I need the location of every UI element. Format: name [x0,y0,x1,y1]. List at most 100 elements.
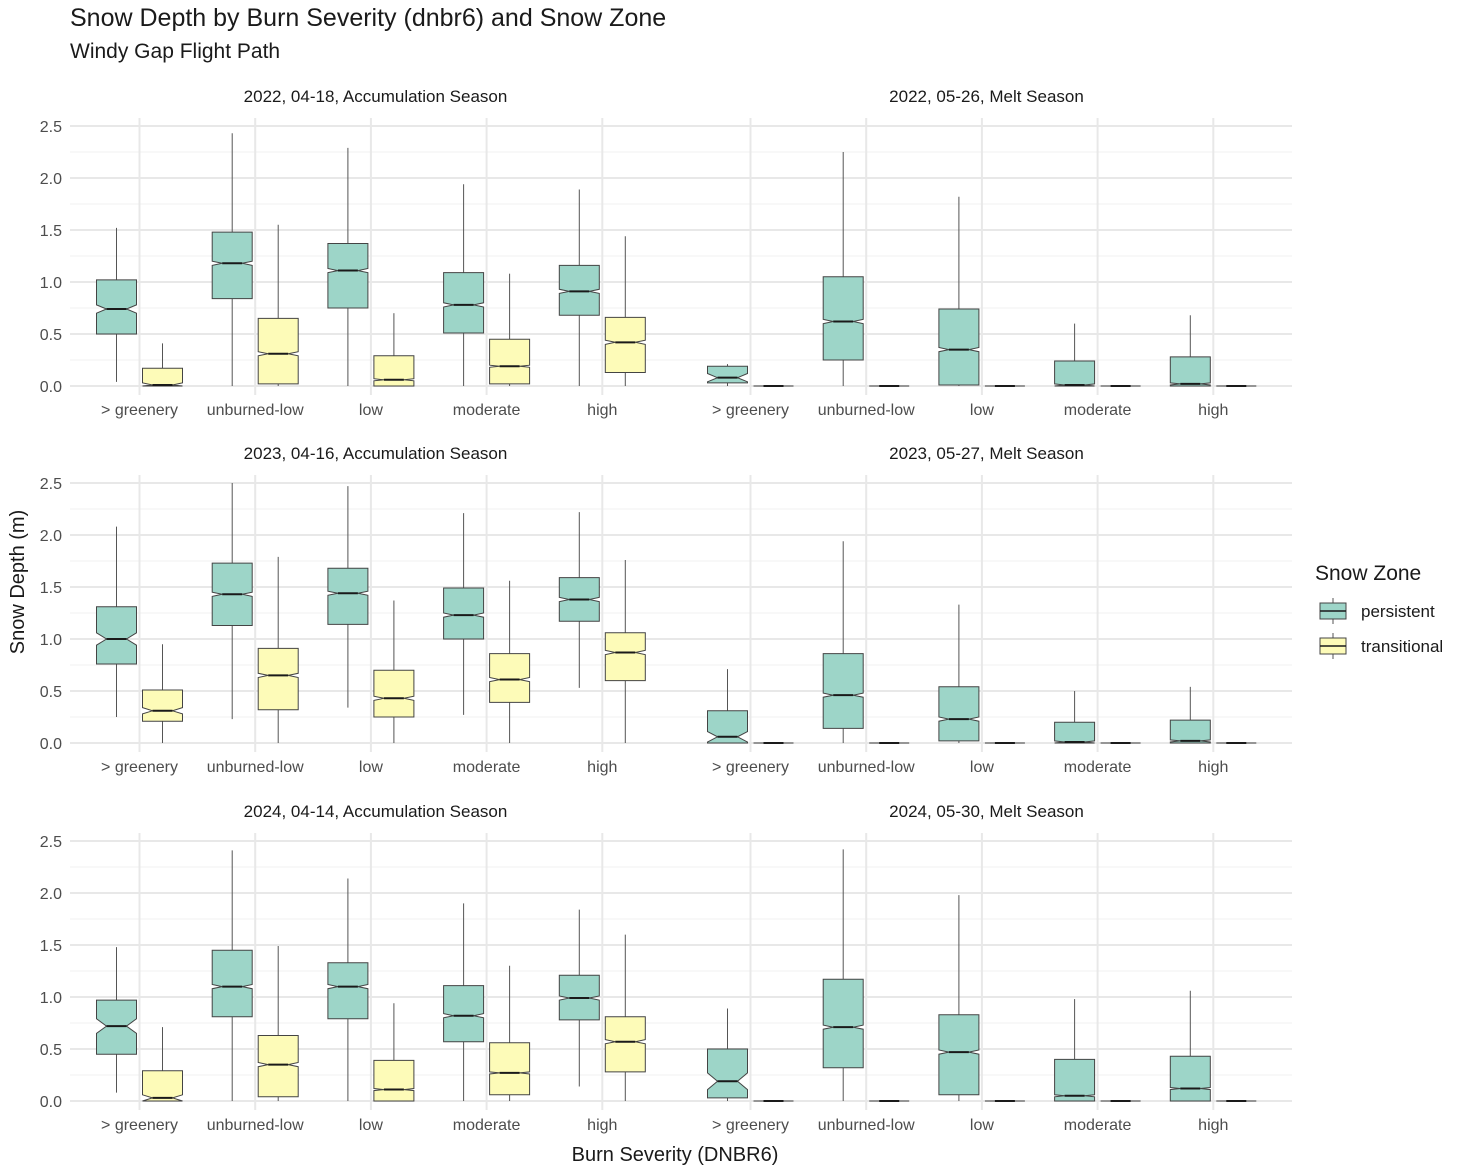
x-tick-label: moderate [453,402,521,419]
facet-label: 2024, 05-30, Melt Season [889,802,1084,821]
persistent-box [822,978,864,1069]
y-tick-label: 2.0 [40,886,62,903]
persistent-box [822,276,864,361]
facet-label: 2023, 05-27, Melt Season [889,444,1084,463]
facet-panel: 2024, 05-30, Melt Season > greenery unburn… [681,802,1292,1134]
transitional-box [604,1016,646,1073]
transitional-box [604,316,646,373]
persistent-box [938,308,980,386]
x-tick-label: high [1198,1117,1228,1134]
transitional-box [142,689,183,722]
y-tick-label: 1.5 [40,223,62,240]
x-tick-label: moderate [453,759,521,776]
legend: Snow Zone persistent transitional [1315,562,1443,659]
persistent-box [1054,1058,1096,1102]
x-tick-label: high [1198,759,1228,776]
x-tick-label: moderate [1064,402,1132,419]
x-tick-label: low [359,759,383,776]
persistent-box [211,949,253,1018]
x-tick-label: high [587,759,617,776]
x-tick-label: > greenery [712,1117,789,1134]
transitional-box [489,338,531,385]
persistent-box [1054,721,1096,744]
legend-label: persistent [1361,602,1435,621]
persistent-box [707,1048,748,1099]
y-tick-label: 2.0 [40,171,62,188]
x-tick-label: high [587,402,617,419]
y-tick-label: 2.0 [40,528,62,545]
legend-label: transitional [1361,637,1443,656]
facet-panel: 2024, 04-14, Accumulation Season 0.0 0.5 1.… [40,802,681,1134]
persistent-box [443,985,485,1043]
persistent-box [1169,1055,1211,1102]
transitional-box [489,1042,531,1096]
transitional-box [142,1070,183,1102]
y-tick-label: 1.5 [40,580,62,597]
transitional-box [373,669,415,718]
persistent-box [558,264,600,316]
x-tick-label: > greenery [101,759,178,776]
persistent-box [96,279,137,335]
facet-label: 2022, 04-18, Accumulation Season [244,87,508,106]
transitional-box [489,653,531,703]
transitional-box [257,1035,299,1098]
x-tick-label: unburned-low [207,1117,304,1134]
y-tick-label: 2.5 [40,119,62,136]
transitional-box [142,367,183,387]
y-tick-label: 2.5 [40,834,62,851]
y-tick-label: 1.5 [40,938,62,955]
legend-title: Snow Zone [1315,562,1421,585]
y-tick-label: 0.0 [40,736,62,753]
x-tick-label: high [1198,402,1228,419]
x-tick-label: low [359,1117,383,1134]
persistent-box [443,587,485,640]
y-tick-label: 0.5 [40,684,62,701]
persistent-box [327,243,369,309]
x-tick-label: low [970,402,994,419]
persistent-box [707,710,748,744]
facet-label: 2023, 04-16, Accumulation Season [244,444,508,463]
x-tick-label: low [970,1117,994,1134]
y-axis-title: Snow Depth (m) [7,510,29,655]
x-tick-label: moderate [453,1117,521,1134]
chart-subtitle: Windy Gap Flight Path [70,40,281,63]
x-tick-label: low [359,402,383,419]
facet-panel: 2022, 04-18, Accumulation Season 0.0 0.5 1.… [40,87,681,419]
y-tick-label: 0.5 [40,327,62,344]
transitional-box [373,355,415,387]
persistent-box [1169,356,1211,387]
persistent-box [938,686,980,742]
x-tick-label: > greenery [712,402,789,419]
persistent-box [96,606,137,665]
y-tick-label: 0.5 [40,1042,62,1059]
y-tick-label: 1.0 [40,990,62,1007]
x-axis-title: Burn Severity (DNBR6) [572,1144,779,1166]
facet-label: 2024, 04-14, Accumulation Season [244,802,508,821]
x-tick-label: unburned-low [207,759,304,776]
x-tick-label: high [587,1117,617,1134]
x-tick-label: unburned-low [818,1117,915,1134]
transitional-box [257,647,299,711]
y-tick-label: 1.0 [40,632,62,649]
persistent-box [707,365,748,384]
x-tick-label: > greenery [101,402,178,419]
facet-label: 2022, 05-26, Melt Season [889,87,1084,106]
x-tick-label: low [970,759,994,776]
legend-entry: transitional [1319,633,1443,659]
facet-panel: 2023, 05-27, Melt Season > greenery unburn… [681,444,1292,776]
facet-panel: 2022, 05-26, Melt Season > greenery unburn… [681,87,1292,419]
chart-title: Snow Depth by Burn Severity (dnbr6) and … [70,4,667,32]
legend-entry: persistent [1319,598,1435,624]
x-tick-label: unburned-low [207,402,304,419]
transitional-box [257,317,299,385]
facet-panel: 2023, 04-16, Accumulation Season 0.0 0.5 1.… [40,444,681,776]
x-tick-label: moderate [1064,1117,1132,1134]
x-tick-label: unburned-low [818,402,915,419]
y-tick-label: 1.0 [40,275,62,292]
persistent-box [211,231,253,300]
persistent-box [1054,360,1096,387]
persistent-box [938,1014,980,1096]
y-tick-label: 0.0 [40,379,62,396]
persistent-box [1169,719,1211,744]
